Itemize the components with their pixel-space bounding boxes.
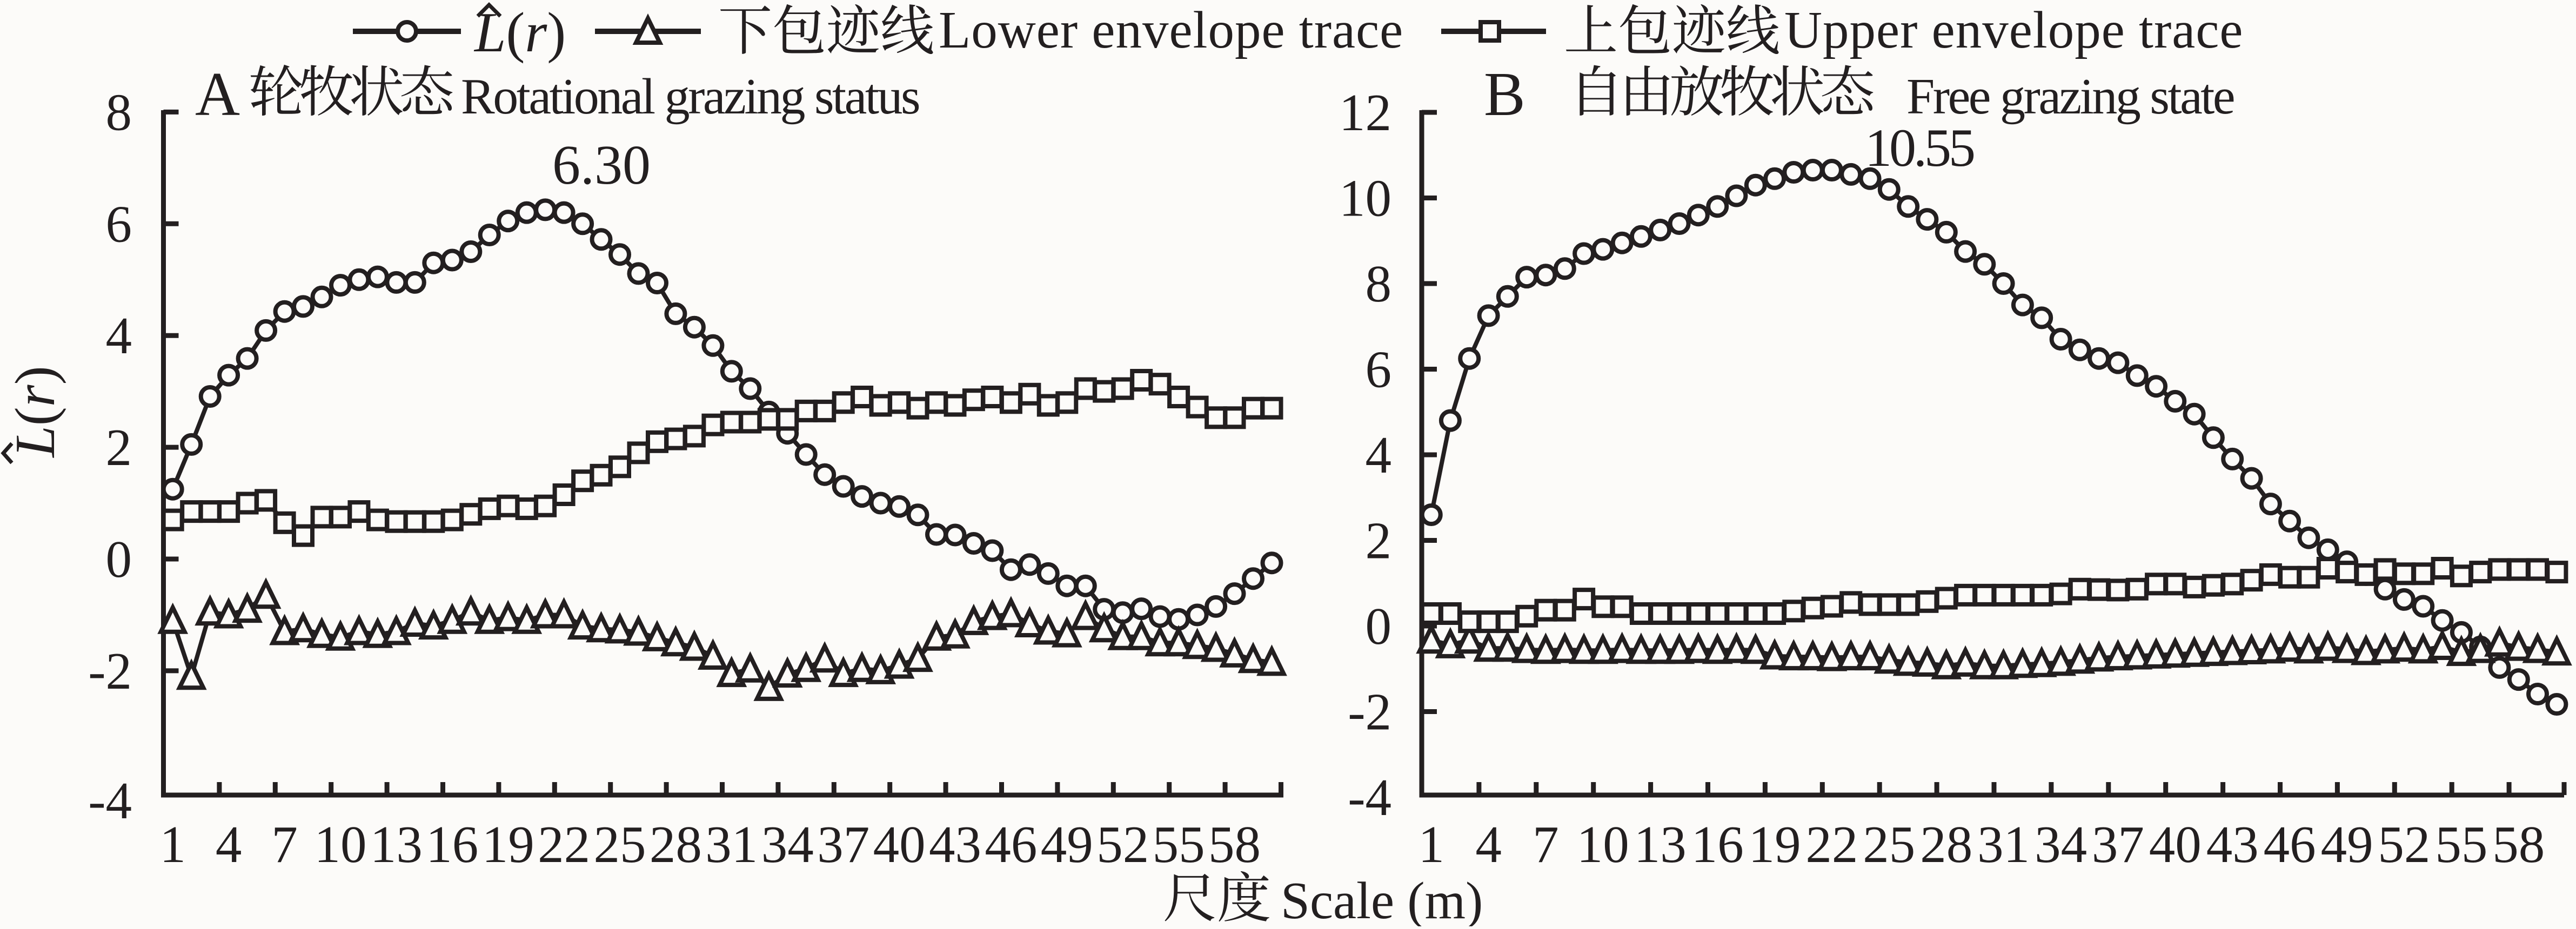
svg-text:31: 31 bbox=[705, 816, 758, 873]
svg-text:58: 58 bbox=[2492, 816, 2545, 873]
svg-text:A: A bbox=[195, 60, 240, 129]
svg-text:Rotational grazing status: Rotational grazing status bbox=[461, 69, 919, 125]
svg-text:52: 52 bbox=[1096, 816, 1149, 873]
svg-text:34: 34 bbox=[761, 816, 814, 873]
svg-text:8: 8 bbox=[1366, 255, 1392, 313]
svg-text:43: 43 bbox=[2206, 816, 2259, 873]
svg-text:37: 37 bbox=[817, 816, 869, 873]
svg-text:1: 1 bbox=[1418, 816, 1444, 873]
svg-text:49: 49 bbox=[2321, 816, 2373, 873]
svg-text:19: 19 bbox=[482, 816, 534, 873]
svg-text:4: 4 bbox=[106, 307, 132, 365]
svg-text:43: 43 bbox=[929, 816, 981, 873]
svg-text:4: 4 bbox=[1366, 426, 1392, 484]
svg-text:10: 10 bbox=[315, 816, 367, 873]
svg-text:40: 40 bbox=[2149, 816, 2202, 873]
svg-text:13: 13 bbox=[1634, 816, 1687, 873]
svg-text:6: 6 bbox=[1366, 341, 1392, 399]
svg-text:L(r): L(r) bbox=[3, 366, 66, 458]
svg-text:-2: -2 bbox=[88, 642, 132, 700]
svg-text:25: 25 bbox=[1863, 816, 1915, 873]
svg-text:8: 8 bbox=[106, 83, 132, 141]
svg-text:Upper envelope trace: Upper envelope trace bbox=[1784, 1, 2243, 59]
svg-text:58: 58 bbox=[1208, 816, 1261, 873]
svg-text:6.30: 6.30 bbox=[552, 134, 651, 196]
svg-text:Free grazing state: Free grazing state bbox=[1906, 69, 2234, 125]
svg-text:25: 25 bbox=[594, 816, 646, 873]
svg-text:4: 4 bbox=[1475, 816, 1502, 873]
svg-text:46: 46 bbox=[985, 816, 1037, 873]
svg-text:10.55: 10.55 bbox=[1865, 118, 1974, 178]
svg-text:40: 40 bbox=[873, 816, 926, 873]
svg-text:-2: -2 bbox=[1348, 683, 1391, 741]
svg-text:-4: -4 bbox=[1348, 769, 1391, 826]
svg-text:7: 7 bbox=[271, 816, 298, 873]
svg-text:49: 49 bbox=[1041, 816, 1093, 873]
svg-text:2: 2 bbox=[106, 419, 132, 476]
svg-text:0: 0 bbox=[106, 530, 132, 588]
svg-text:Lower envelope trace: Lower envelope trace bbox=[939, 1, 1403, 59]
svg-text:28: 28 bbox=[650, 816, 702, 873]
svg-text:10: 10 bbox=[1577, 816, 1629, 873]
svg-text:12: 12 bbox=[1339, 84, 1391, 142]
svg-text:34: 34 bbox=[2035, 816, 2087, 873]
svg-text:2: 2 bbox=[1366, 512, 1392, 570]
svg-text:0: 0 bbox=[1366, 597, 1392, 655]
svg-text:1: 1 bbox=[159, 816, 186, 873]
svg-text:55: 55 bbox=[2435, 816, 2487, 873]
svg-text:22: 22 bbox=[538, 816, 590, 873]
svg-text:Scale (m): Scale (m) bbox=[1281, 872, 1483, 926]
svg-text:46: 46 bbox=[2264, 816, 2316, 873]
svg-text:L(r): L(r) bbox=[473, 1, 566, 64]
svg-text:B: B bbox=[1484, 60, 1525, 129]
svg-text:31: 31 bbox=[1977, 816, 2030, 873]
svg-text:-4: -4 bbox=[88, 772, 132, 830]
svg-text:6: 6 bbox=[106, 195, 132, 253]
svg-text:19: 19 bbox=[1749, 816, 1801, 873]
svg-text:55: 55 bbox=[1153, 816, 1205, 873]
svg-text:16: 16 bbox=[426, 816, 478, 873]
svg-text:4: 4 bbox=[216, 816, 242, 873]
svg-text:28: 28 bbox=[1920, 816, 1972, 873]
svg-text:22: 22 bbox=[1805, 816, 1858, 873]
svg-text:37: 37 bbox=[2092, 816, 2144, 873]
svg-text:10: 10 bbox=[1339, 170, 1391, 227]
svg-text:13: 13 bbox=[370, 816, 423, 873]
svg-text:7: 7 bbox=[1533, 816, 1559, 873]
svg-text:52: 52 bbox=[2378, 816, 2430, 873]
svg-text:16: 16 bbox=[1691, 816, 1744, 873]
